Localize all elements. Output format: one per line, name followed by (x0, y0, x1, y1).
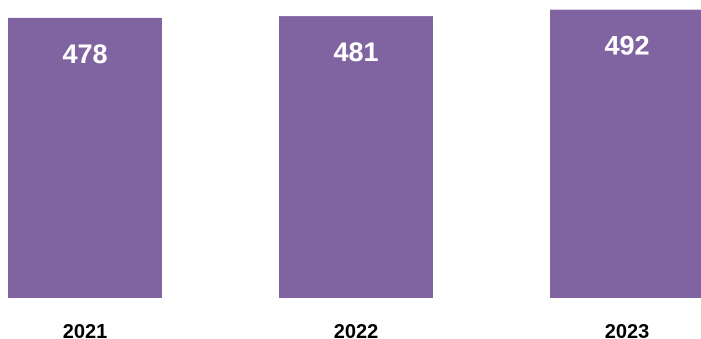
bars-group (8, 9, 701, 299)
value-labels-group: 478 481 492 (62, 31, 649, 69)
bar-2021 (8, 17, 162, 299)
bar-value-label-2022: 481 (333, 37, 378, 67)
x-tick-label-2023: 2023 (605, 321, 650, 339)
x-tick-labels-group: 2021 2022 2023 (63, 321, 650, 339)
x-tick-label-2021: 2021 (63, 321, 108, 339)
bar-value-label-2021: 478 (62, 39, 107, 69)
bar-2022 (279, 16, 433, 298)
bar-2023 (550, 9, 701, 298)
bar-value-label-2023: 492 (604, 31, 649, 61)
x-tick-label-2022: 2022 (334, 321, 379, 339)
